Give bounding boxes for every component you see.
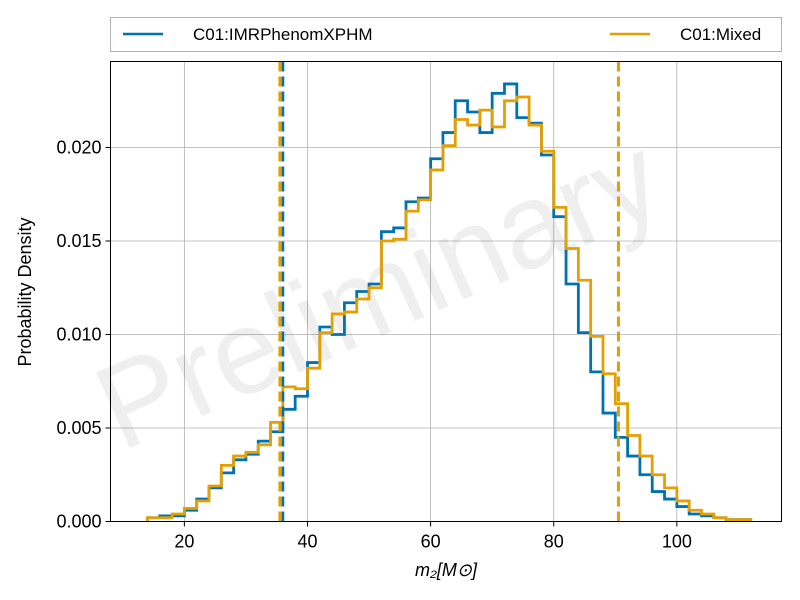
histogram-step-line bbox=[146, 82, 753, 522]
x-tick-label: 100 bbox=[662, 532, 692, 552]
x-tick-label: 40 bbox=[297, 532, 317, 552]
legend-label-mixed: C01:Mixed bbox=[680, 25, 761, 44]
legend: C01:IMRPhenomXPHM C01:Mixed bbox=[110, 17, 782, 52]
plot-frame bbox=[110, 61, 782, 522]
series-layer bbox=[146, 82, 753, 522]
y-tick-label: 0.000 bbox=[56, 512, 101, 532]
legend-label-imrphenomxphm: C01:IMRPhenomXPHM bbox=[193, 25, 373, 44]
histogram-step-line bbox=[146, 95, 753, 522]
x-axis-label: m₂[M⊙] bbox=[415, 560, 478, 580]
x-tick-label: 20 bbox=[174, 532, 194, 552]
series-0 bbox=[146, 82, 753, 522]
y-axis: 0.000 0.005 0.010 0.015 0.020 bbox=[56, 138, 111, 532]
y-tick-label: 0.015 bbox=[56, 231, 101, 251]
credible-interval-lines bbox=[278, 61, 620, 522]
x-tick-label: 60 bbox=[421, 532, 441, 552]
legend-box bbox=[110, 17, 782, 52]
x-axis: 20 40 60 80 100 bbox=[174, 521, 692, 552]
y-tick-label: 0.010 bbox=[56, 325, 101, 345]
y-axis-label: Probability Density bbox=[15, 217, 35, 366]
x-tick-label: 80 bbox=[544, 532, 564, 552]
y-tick-label: 0.005 bbox=[56, 418, 101, 438]
series-1 bbox=[146, 95, 753, 522]
y-tick-label: 0.020 bbox=[56, 138, 101, 158]
